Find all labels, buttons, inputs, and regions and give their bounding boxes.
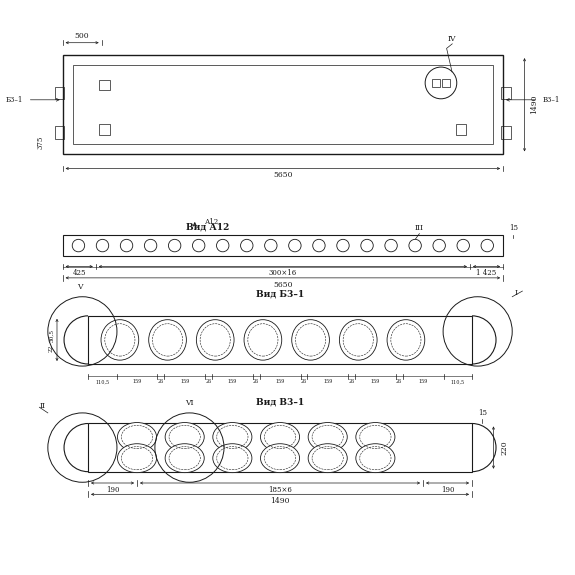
Ellipse shape bbox=[117, 444, 156, 473]
Text: 5650: 5650 bbox=[273, 171, 293, 179]
Text: I: I bbox=[515, 289, 518, 297]
Text: II: II bbox=[39, 402, 45, 410]
Ellipse shape bbox=[356, 444, 395, 473]
Text: 110,5: 110,5 bbox=[95, 380, 109, 384]
Ellipse shape bbox=[213, 444, 252, 473]
Text: 190: 190 bbox=[441, 486, 454, 494]
Text: 159: 159 bbox=[275, 380, 285, 384]
Circle shape bbox=[193, 239, 205, 252]
Circle shape bbox=[144, 239, 157, 252]
Text: 185×6: 185×6 bbox=[268, 486, 292, 494]
Circle shape bbox=[481, 239, 493, 252]
Ellipse shape bbox=[339, 320, 377, 360]
Ellipse shape bbox=[213, 423, 252, 451]
Text: 5650: 5650 bbox=[273, 281, 293, 289]
Circle shape bbox=[409, 239, 421, 252]
Bar bbox=[73, 66, 493, 144]
Text: IV: IV bbox=[448, 35, 457, 43]
Text: 1490: 1490 bbox=[270, 497, 290, 505]
Text: 26: 26 bbox=[253, 380, 259, 384]
Text: 159: 159 bbox=[228, 380, 237, 384]
Circle shape bbox=[433, 239, 446, 252]
Circle shape bbox=[240, 239, 253, 252]
Circle shape bbox=[120, 239, 133, 252]
Circle shape bbox=[313, 239, 325, 252]
Ellipse shape bbox=[165, 444, 204, 473]
Text: 159: 159 bbox=[371, 380, 380, 384]
Text: 500: 500 bbox=[75, 32, 90, 40]
Bar bbox=[501, 126, 511, 139]
Bar bbox=[88, 424, 472, 471]
Ellipse shape bbox=[356, 423, 395, 451]
Text: 159: 159 bbox=[132, 380, 141, 384]
Bar bbox=[88, 316, 472, 364]
Circle shape bbox=[361, 239, 373, 252]
Circle shape bbox=[168, 239, 181, 252]
Text: 26: 26 bbox=[348, 380, 355, 384]
Text: Б3–1: Б3–1 bbox=[6, 96, 24, 104]
Text: 30,5: 30,5 bbox=[49, 329, 54, 342]
Text: 110,5: 110,5 bbox=[451, 380, 465, 384]
Text: Вид Б3–1: Вид Б3–1 bbox=[256, 290, 304, 299]
Text: 1 425: 1 425 bbox=[476, 269, 497, 277]
Text: 26: 26 bbox=[205, 380, 212, 384]
Text: 159: 159 bbox=[180, 380, 189, 384]
Ellipse shape bbox=[165, 423, 204, 451]
Text: Вид А12: Вид А12 bbox=[186, 223, 229, 232]
Ellipse shape bbox=[260, 423, 300, 451]
Bar bbox=[456, 124, 466, 135]
Circle shape bbox=[289, 239, 301, 252]
Ellipse shape bbox=[149, 320, 186, 360]
Bar bbox=[55, 126, 64, 139]
Circle shape bbox=[337, 239, 349, 252]
Text: 15: 15 bbox=[509, 224, 518, 232]
Text: 159: 159 bbox=[323, 380, 332, 384]
Text: 26: 26 bbox=[301, 380, 307, 384]
Text: 15: 15 bbox=[478, 409, 486, 417]
Text: А12: А12 bbox=[205, 218, 219, 227]
Text: 425: 425 bbox=[72, 269, 86, 277]
Text: III: III bbox=[415, 224, 424, 232]
Text: 159: 159 bbox=[419, 380, 428, 384]
Bar bbox=[432, 79, 440, 87]
Ellipse shape bbox=[308, 444, 347, 473]
Bar bbox=[63, 235, 503, 256]
Ellipse shape bbox=[197, 320, 234, 360]
Circle shape bbox=[457, 239, 469, 252]
Circle shape bbox=[264, 239, 277, 252]
Bar bbox=[99, 80, 109, 90]
Text: В3–1: В3–1 bbox=[542, 96, 559, 104]
Text: 26: 26 bbox=[158, 380, 164, 384]
Text: 375: 375 bbox=[33, 135, 41, 148]
Text: 22: 22 bbox=[49, 344, 54, 352]
Bar bbox=[55, 87, 64, 99]
Bar bbox=[63, 55, 503, 154]
Bar bbox=[99, 124, 109, 135]
Ellipse shape bbox=[387, 320, 425, 360]
Text: 220: 220 bbox=[500, 440, 508, 455]
Text: 1490: 1490 bbox=[530, 95, 538, 114]
Text: 300×16: 300×16 bbox=[269, 269, 297, 277]
Text: 375: 375 bbox=[36, 135, 44, 148]
Text: VI: VI bbox=[185, 399, 194, 407]
Circle shape bbox=[385, 239, 397, 252]
Text: 190: 190 bbox=[106, 486, 119, 494]
Text: 26: 26 bbox=[396, 380, 402, 384]
Circle shape bbox=[217, 239, 229, 252]
Ellipse shape bbox=[260, 444, 300, 473]
Bar bbox=[442, 79, 450, 87]
Circle shape bbox=[72, 239, 85, 252]
Ellipse shape bbox=[292, 320, 329, 360]
Ellipse shape bbox=[244, 320, 282, 360]
Bar bbox=[501, 87, 511, 99]
Ellipse shape bbox=[308, 423, 347, 451]
Text: V: V bbox=[77, 283, 82, 291]
Ellipse shape bbox=[101, 320, 139, 360]
Circle shape bbox=[96, 239, 109, 252]
Text: Вид В3–1: Вид В3–1 bbox=[256, 397, 304, 407]
Ellipse shape bbox=[117, 423, 156, 451]
